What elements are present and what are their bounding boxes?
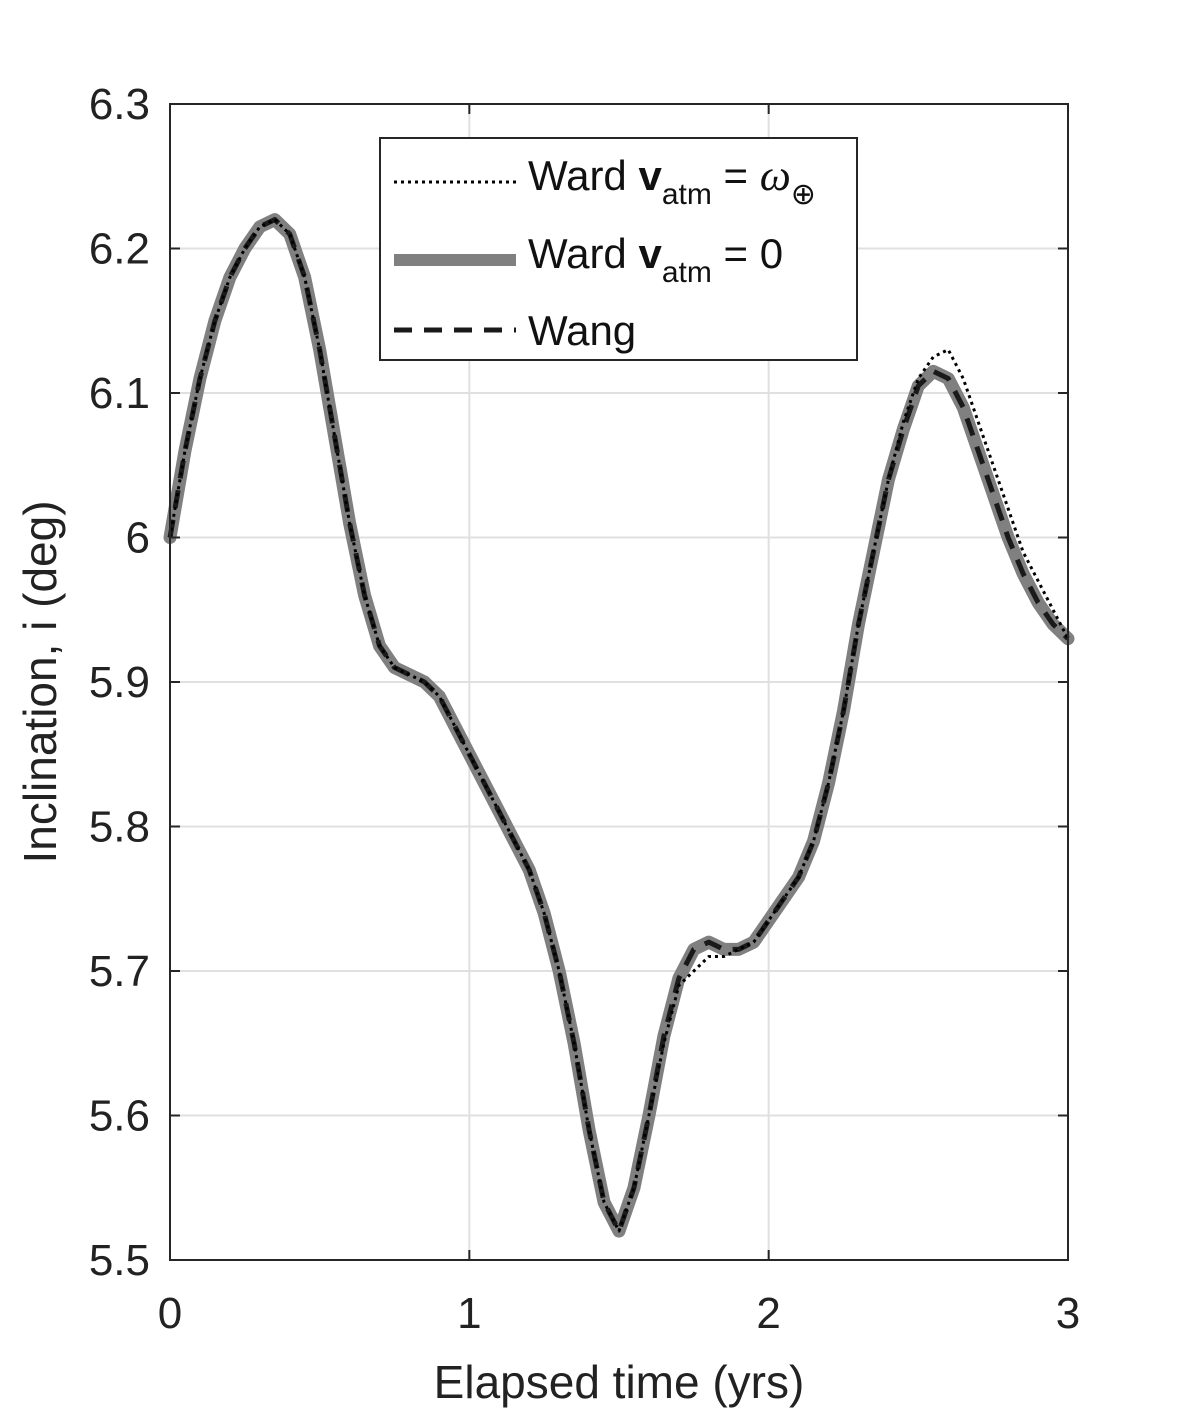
x-tick-label: 1	[457, 1289, 481, 1338]
legend-entry-ward-zero-prefix: Ward	[528, 230, 638, 277]
y-tick-label: 5.8	[89, 803, 150, 852]
axis-ticks: 0 1 2 3 5.5 5.6 5.7 5.8 5.9 6 6.1 6.2 6.3	[89, 80, 1080, 1338]
legend-entry-ward-omega-prefix: Ward	[528, 152, 638, 199]
legend-entry-ward-omega: Ward vatm = ω⊕	[528, 151, 816, 211]
y-tick-label: 6.2	[89, 225, 150, 274]
series-line-ward-omega	[168, 218, 1070, 1233]
legend-entry-wang: Wang	[528, 307, 636, 354]
legend-entry-ward-zero-rel: = 0	[712, 230, 783, 277]
x-tick-label: 3	[1056, 1289, 1080, 1338]
y-tick-label: 5.7	[89, 947, 150, 996]
legend-entry-ward-omega-ital: ω	[760, 151, 791, 200]
legend-entry-ward-omega-sub: atm	[662, 178, 712, 211]
y-tick-label: 5.5	[89, 1236, 150, 1285]
x-tick-label: 2	[756, 1289, 780, 1338]
x-tick-label: 0	[158, 1289, 182, 1338]
legend-entry-ward-zero-sub: atm	[662, 256, 712, 289]
series-layer	[163, 213, 1075, 1238]
y-tick-label: 5.6	[89, 1092, 150, 1141]
x-axis-label: Elapsed time (yrs)	[434, 1356, 805, 1408]
y-tick-label: 6	[126, 514, 150, 563]
y-tick-label: 6.1	[89, 369, 150, 418]
legend-entry-ward-omega-bold: v	[638, 152, 662, 199]
legend-entry-ward-zero: Ward vatm = 0	[528, 230, 783, 289]
legend-entry-ward-omega-rel: =	[712, 152, 760, 199]
legend-entry-ward-omega-sub2: ⊕	[791, 178, 816, 211]
legend-entry-wang-prefix: Wang	[528, 307, 636, 354]
y-axis-label: Inclination, i (deg)	[14, 500, 66, 863]
legend: Ward vatm = ω⊕ Ward vatm = 0 Wang	[379, 137, 858, 361]
legend-box	[379, 137, 858, 361]
y-tick-label: 6.3	[89, 80, 150, 129]
y-tick-label: 5.9	[89, 658, 150, 707]
legend-entry-ward-zero-bold: v	[638, 230, 662, 277]
